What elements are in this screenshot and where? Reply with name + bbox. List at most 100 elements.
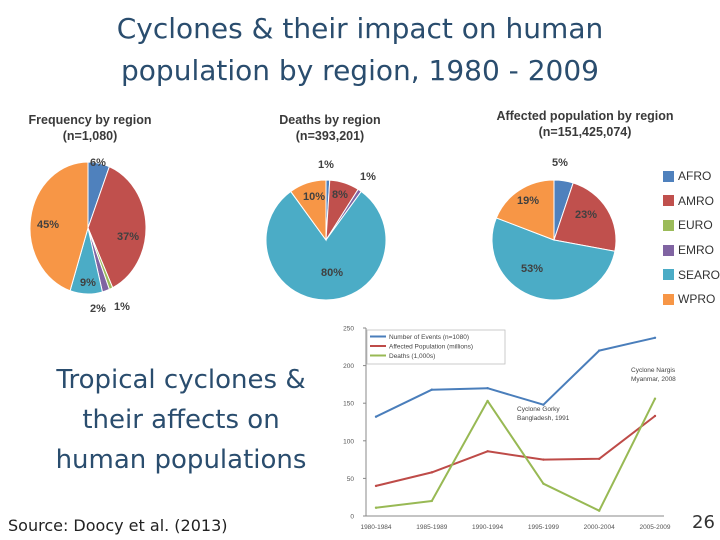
frequency-pie-label-wpro: 45% <box>37 219 59 231</box>
series-point-number-of-events-n-1080 <box>542 403 545 406</box>
legend-label-emro: EMRO <box>678 243 714 258</box>
legend-item-euro: EURO <box>663 213 720 238</box>
y-tick-label: 0 <box>350 514 354 521</box>
y-tick-label: 250 <box>343 326 354 333</box>
series-point-number-of-events-n-1080 <box>653 336 657 339</box>
line-chart-legend-box <box>366 329 506 365</box>
legend-swatch-euro <box>663 219 674 231</box>
y-tick-label: 200 <box>343 363 354 370</box>
frequency-pie-label-amro: 37% <box>117 231 139 243</box>
legend-label-afro: AFRO <box>678 169 712 184</box>
series-point-affected-population-millions <box>374 484 378 488</box>
affected-pie-header: Affected population by region (n=151,425… <box>470 108 700 140</box>
legend-item-wpro: WPRO <box>663 287 720 312</box>
legend-item-afro: AFRO <box>663 164 720 189</box>
legend-label-euro: EURO <box>678 218 713 233</box>
frequency-pie-chart: 6% 37% 1% 2% 9% 45% <box>29 157 147 315</box>
series-line-number-of-events-n-1080 <box>375 336 656 418</box>
annotation-line-1: Cyclone Nargis <box>631 367 676 374</box>
annotation-line-2: Bangladesh, 1991 <box>517 415 570 422</box>
deaths-pie-label-afro: 1% <box>318 159 334 171</box>
legend-swatch-emro <box>663 244 674 256</box>
deaths-pie-chart: 1% 8% 1% 80% 10% <box>265 159 387 301</box>
frequency-pie-slice-amro <box>87 165 147 289</box>
deaths-pie-count: (n=393,201) <box>295 129 365 143</box>
annotation-line-1: Cyclone Gorky <box>517 406 560 413</box>
series-point-affected-population-millions <box>653 414 657 418</box>
series-point-affected-population-millions <box>430 471 433 474</box>
frequency-pie-label-emro: 2% <box>90 303 106 315</box>
affected-pie-label-amro: 23% <box>575 209 597 221</box>
legend-item-amro: AMRO <box>663 189 720 214</box>
x-tick-label: 1985-1989 <box>416 524 447 531</box>
deaths-pie-slice-searo <box>265 190 387 301</box>
slide-title: Cyclones & their impact on human populat… <box>0 8 720 92</box>
slide-title-line-2: population by region, 1980 - 2009 <box>121 54 599 87</box>
series-point-number-of-events-n-1080 <box>374 415 378 418</box>
slide-title-line-1: Cyclones & their impact on human <box>116 12 604 45</box>
x-tick-label: 2000-2004 <box>584 524 615 531</box>
x-tick-label: 1995-1999 <box>528 524 559 531</box>
affected-pie-title: Affected population by region <box>496 109 674 123</box>
line-legend-label-deaths-1-000s: Deaths (1,000s) <box>389 353 435 360</box>
affected-pie-label-wpro: 19% <box>517 195 539 207</box>
y-tick-label: 100 <box>343 438 354 445</box>
line-legend-label-affected-population-millions: Affected Population (millions) <box>389 343 473 350</box>
deaths-pie-header: Deaths by region (n=393,201) <box>250 112 410 144</box>
legend-swatch-afro <box>663 170 674 182</box>
frequency-pie-label-searo: 9% <box>80 277 96 289</box>
affected-pie-chart: 5% 23% 53% 19% <box>491 157 617 301</box>
line-legend-label-number-of-events-n-1080: Number of Events (n=1080) <box>389 334 469 341</box>
page-number: 26 <box>692 512 715 533</box>
subtitle-line-2: their affects on <box>82 405 280 435</box>
deaths-pie-label-amro: 8% <box>332 189 348 201</box>
y-tick-label: 150 <box>343 401 354 408</box>
frequency-pie-slice-wpro <box>29 161 89 292</box>
affected-pie-slice-amro <box>553 182 617 252</box>
legend-label-searo: SEARO <box>678 267 720 282</box>
frequency-pie-label-euro: 1% <box>114 301 130 313</box>
affected-pie-slice-searo <box>491 217 616 301</box>
frequency-pie-count: (n=1,080) <box>62 129 118 143</box>
x-tick-label: 2005-2009 <box>639 524 670 531</box>
x-tick-label: 1990-1994 <box>472 524 503 531</box>
affected-pie-count: (n=151,425,074) <box>538 125 632 139</box>
deaths-pie-label-emro: 1% <box>360 171 376 183</box>
legend-item-searo: SEARO <box>663 262 720 287</box>
series-point-affected-population-millions <box>598 457 601 461</box>
series-point-deaths-1-000s <box>653 397 657 400</box>
legend-swatch-wpro <box>663 293 674 305</box>
annotation-line-2: Myanmar, 2008 <box>631 376 676 383</box>
series-point-number-of-events-n-1080 <box>430 388 433 391</box>
y-tick-label: 50 <box>347 476 355 483</box>
series-line-deaths-1-000s <box>375 398 656 512</box>
affected-pie-label-afro: 5% <box>552 157 568 169</box>
frequency-pie-title: Frequency by region <box>28 113 152 127</box>
region-legend: AFRO AMRO EURO EMRO SEARO WPRO <box>663 164 720 312</box>
legend-label-amro: AMRO <box>678 193 714 208</box>
series-point-deaths-1-000s <box>598 509 601 512</box>
series-point-number-of-events-n-1080 <box>486 386 489 390</box>
series-point-deaths-1-000s <box>542 482 545 485</box>
series-point-affected-population-millions <box>486 450 489 453</box>
deaths-pie-label-searo: 80% <box>321 267 343 279</box>
series-point-deaths-1-000s <box>486 399 489 403</box>
legend-label-wpro: WPRO <box>678 292 716 307</box>
affected-pie-slice-wpro <box>495 179 555 241</box>
frequency-pie-header: Frequency by region (n=1,080) <box>10 112 170 144</box>
legend-swatch-amro <box>663 195 674 207</box>
series-point-affected-population-millions <box>542 458 545 461</box>
deaths-pie-label-wpro: 10% <box>303 191 325 203</box>
series-line-affected-population-millions <box>375 415 656 487</box>
subtitle-line-1: Tropical cyclones & <box>56 365 306 395</box>
source-citation: Source: Doocy et al. (2013) <box>8 516 228 535</box>
slide-subtitle: Tropical cyclones & their affects on hum… <box>28 360 334 480</box>
subtitle-line-3: human populations <box>55 445 307 475</box>
legend-swatch-searo <box>663 269 674 281</box>
legend-item-emro: EMRO <box>663 238 720 263</box>
series-point-deaths-1-000s <box>374 506 378 509</box>
cyclone-trend-line-chart: 0 50 100 150 200 250 1980-1984 1985-1989 1990-19… <box>343 326 676 532</box>
frequency-pie-label-afro: 6% <box>90 157 106 169</box>
x-tick-label: 1980-1984 <box>360 524 391 531</box>
deaths-pie-slice-wpro <box>290 179 327 242</box>
